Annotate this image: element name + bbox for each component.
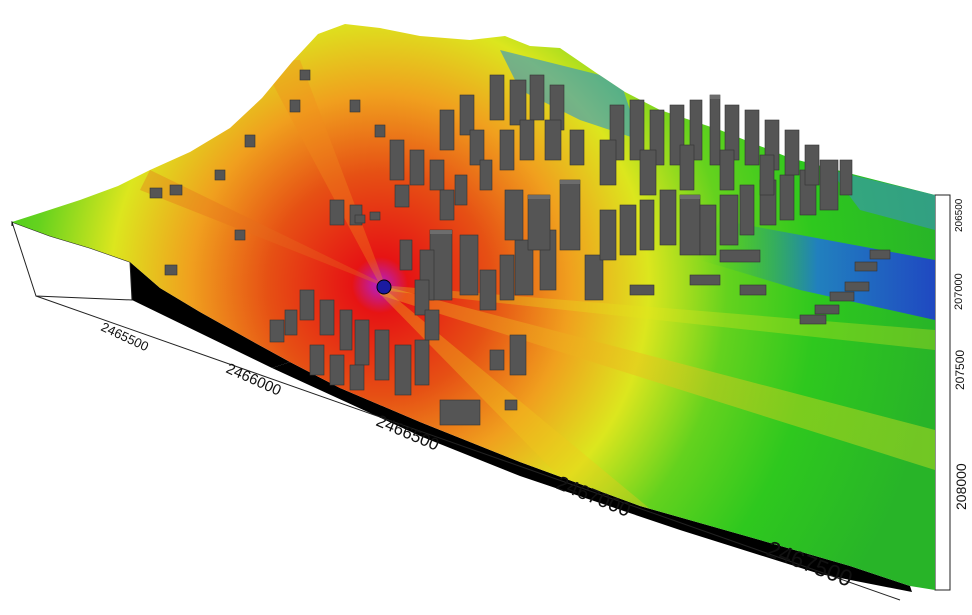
- y-tick-label: 208000: [953, 463, 969, 510]
- y-tick-label: 207500: [953, 350, 967, 390]
- terrain-base-right-side: [934, 194, 951, 591]
- building-roof-highlights: [430, 95, 720, 234]
- terrain-base-left-side: [130, 262, 290, 368]
- y-axis-ticks: 206500 207000 207500 208000: [953, 198, 969, 510]
- terrain-base-front-side: [272, 362, 912, 592]
- x-axis-baseline: [35, 295, 901, 601]
- x-tick-label: 2465500: [99, 319, 151, 354]
- y-tick-label: 207000: [953, 273, 965, 310]
- transmitter-marker: [376, 279, 392, 295]
- y-tick-label: 206500: [954, 198, 965, 232]
- buildings: [149, 69, 891, 426]
